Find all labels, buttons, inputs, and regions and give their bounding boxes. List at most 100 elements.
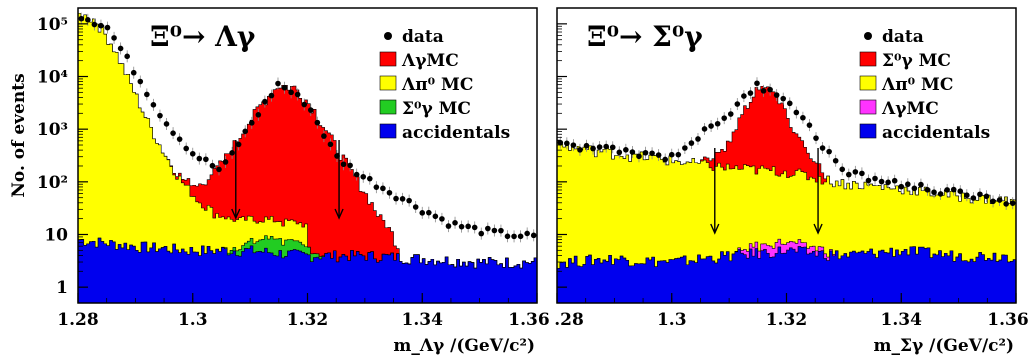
- data-point: [675, 151, 682, 158]
- data-point: [878, 178, 885, 185]
- data-point: [399, 196, 406, 202]
- data-point: [176, 136, 183, 142]
- data-point: [98, 22, 104, 29]
- data-point: [603, 143, 609, 150]
- data-point: [327, 141, 334, 148]
- x-tick-label: 1.34: [402, 310, 444, 330]
- data-point: [150, 102, 157, 108]
- data-point: [189, 150, 196, 157]
- legend: data ΛγMC Λπ⁰ MC Σ⁰γ MC accidentals: [379, 27, 510, 143]
- legend-swatch: [379, 51, 397, 67]
- plot-area: [557, 77, 1016, 303]
- data-point: [524, 230, 530, 237]
- data-point: [629, 149, 636, 155]
- legend-label: ΛγMC: [401, 51, 459, 71]
- legend-label: data: [402, 27, 444, 47]
- data-point: [708, 123, 714, 129]
- panel-1: 1.28 1.3 1.32 1.34 1.36 1 10 10² 10³ 10⁴ 10⁵ No. of…: [9, 7, 550, 356]
- data-point: [950, 186, 957, 193]
- data-point: [111, 35, 117, 41]
- data-point: [695, 136, 701, 142]
- data-point: [905, 181, 911, 188]
- data-point: [583, 142, 590, 149]
- data-point: [294, 91, 301, 98]
- data-point: [530, 232, 537, 239]
- panel-title: Ξ⁰→ Σ⁰γ: [587, 20, 703, 53]
- data-point: [865, 177, 872, 184]
- data-point: [819, 145, 826, 151]
- data-point: [734, 101, 741, 107]
- data-point: [1003, 201, 1009, 207]
- data-point: [931, 189, 937, 196]
- data-point: [918, 181, 924, 188]
- data-point: [360, 173, 367, 180]
- x-tick-label: 1.36: [987, 310, 1028, 330]
- data-point: [964, 192, 970, 199]
- x-axis: 1.28 1.3 1.32 1.34 1.36: [57, 293, 550, 330]
- legend-swatch: [379, 123, 397, 139]
- data-point: [203, 156, 209, 163]
- data-point: [117, 45, 124, 52]
- data-point: [262, 98, 268, 105]
- legend-marker: [864, 32, 872, 40]
- data-point: [380, 185, 386, 192]
- data-point: [209, 162, 216, 169]
- data-point: [754, 80, 760, 87]
- data-point: [216, 166, 222, 173]
- hist-accidentals: [557, 246, 1016, 303]
- x-tick-label: 1.34: [881, 310, 923, 330]
- data-point: [970, 195, 977, 201]
- data-point: [636, 153, 642, 160]
- data-point: [793, 109, 800, 116]
- data-point: [170, 130, 176, 136]
- x-tick-label: 1.36: [508, 310, 549, 330]
- data-point: [616, 149, 623, 156]
- data-point: [255, 111, 262, 118]
- data-point: [485, 225, 491, 232]
- legend-swatch: [859, 123, 877, 139]
- data-point: [471, 224, 478, 231]
- plot-area: [78, 12, 537, 303]
- legend-label: Λπ⁰ MC: [881, 75, 953, 95]
- data-point: [314, 119, 321, 126]
- legend-swatch: [379, 75, 397, 91]
- data-point: [564, 140, 570, 147]
- data-point: [727, 111, 734, 117]
- y-tick-label: 10²: [37, 173, 68, 193]
- data-point: [85, 17, 91, 23]
- data-point: [78, 15, 85, 22]
- cut-arrow-2: [813, 223, 823, 235]
- data-point: [760, 88, 767, 94]
- y-axis: [557, 7, 567, 288]
- data-point: [498, 227, 504, 234]
- legend-label: Σ⁰γ MC: [402, 99, 471, 119]
- legend-label: accidentals: [402, 123, 510, 143]
- y-axis: 1 10 10² 10³ 10⁴ 10⁵: [37, 7, 88, 298]
- data-point: [885, 179, 891, 186]
- data-point: [891, 177, 898, 184]
- data-point: [347, 162, 353, 169]
- data-point: [813, 135, 819, 141]
- data-point: [491, 227, 498, 234]
- data-point: [268, 92, 275, 99]
- data-point: [511, 233, 517, 240]
- legend: data Σ⁰γ MC Λπ⁰ MC ΛγMC accidentals: [859, 27, 990, 143]
- data-point: [655, 152, 662, 158]
- legend-marker: [384, 32, 392, 40]
- data-point: [321, 133, 327, 139]
- data-point: [288, 89, 294, 96]
- data-point: [412, 204, 419, 210]
- data-point: [104, 24, 111, 31]
- data-point: [393, 195, 399, 202]
- data-point: [944, 187, 950, 193]
- data-point: [806, 122, 813, 128]
- y-tick-label: 10³: [37, 120, 68, 140]
- data-point: [767, 86, 773, 93]
- data-point: [432, 213, 439, 220]
- data-point: [465, 223, 471, 230]
- data-point: [990, 198, 996, 205]
- x-axis: .28 1.3 1.32 1.34 1.36: [554, 293, 1029, 330]
- data-point: [577, 147, 583, 153]
- hist-accidentals: [78, 237, 537, 303]
